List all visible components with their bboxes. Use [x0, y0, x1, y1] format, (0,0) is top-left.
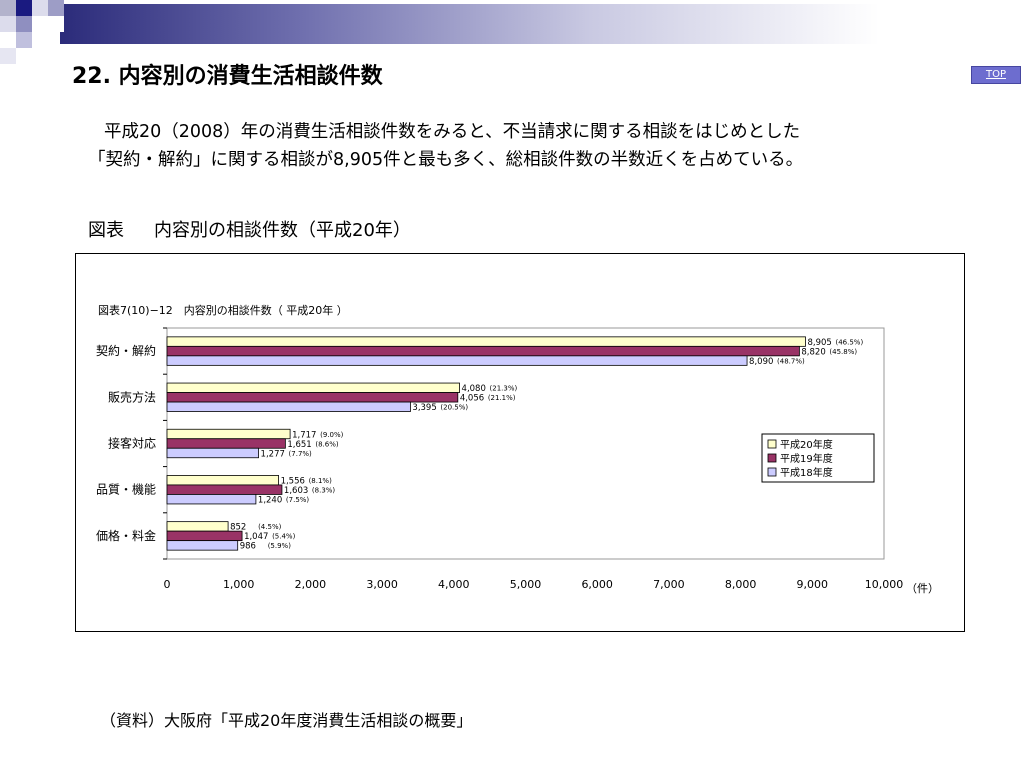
chart-title: 図表7(10)−12 内容別の相談件数（ 平成20年 ）	[98, 303, 348, 317]
bar-percent-label: (20.5%)	[440, 404, 468, 412]
x-tick-label: 3,000	[366, 578, 398, 591]
x-tick-label: 9,000	[797, 578, 829, 591]
chart-frame: 図表7(10)−12 内容別の相談件数（ 平成20年 ） 契約・解約 8,905(…	[75, 253, 965, 632]
description-line-2: 「契約・解約」に関する相談が8,905件と最も多く、総相談件数の半数近くを占めて…	[88, 150, 804, 170]
x-tick-label: 5,000	[510, 578, 542, 591]
bar	[166, 494, 257, 505]
bar	[166, 447, 259, 459]
figure-caption: 図表 内容別の相談件数（平成20年）	[88, 216, 411, 242]
bar-value-label: 4,056	[460, 394, 484, 404]
bar-value-label: 8,090	[749, 357, 773, 367]
x-tick-label: 6,000	[581, 578, 613, 591]
bar	[166, 530, 243, 542]
category-label: 接客対応	[108, 436, 156, 451]
bar-chart: 図表7(10)−12 内容別の相談件数（ 平成20年 ） 契約・解約8,905(…	[96, 303, 939, 595]
bar-value-label: 1,651	[287, 440, 311, 450]
x-tick-label: 0	[164, 578, 171, 591]
category-label: 価格・料金	[96, 528, 156, 543]
legend-label: 平成18年度	[780, 466, 833, 479]
figure-label: 図表	[88, 220, 124, 241]
legend-swatch	[767, 467, 777, 477]
legend-label: 平成20年度	[780, 438, 833, 451]
bar	[166, 540, 239, 551]
legend-swatch	[767, 439, 777, 449]
bar	[166, 475, 279, 486]
bar-value-label: 852	[230, 523, 246, 533]
bar-percent-label: (8.3%)	[312, 486, 336, 494]
bar-percent-label: (8.6%)	[315, 440, 339, 448]
bar-percent-label: (46.5%)	[835, 338, 863, 346]
bar	[166, 355, 748, 366]
bar-value-label: 986	[240, 542, 256, 552]
bar-percent-label: (5.9%)	[268, 542, 292, 550]
bar	[166, 521, 229, 532]
bar-value-label: 1,047	[244, 532, 268, 542]
x-tick-label: 1,000	[223, 578, 255, 591]
description: 平成20（2008）年の消費生活相談件数をみると、不当請求に関する相談をはじめと…	[88, 118, 948, 174]
bar-percent-label: (21.1%)	[488, 394, 516, 402]
bar-percent-label: (8.1%)	[309, 477, 333, 485]
bar-percent-label: (9.0%)	[320, 431, 344, 439]
plot-area: 契約・解約 8,905 (46.5%) 8,820 (45.8%) 8,090 (48.7%…	[96, 327, 904, 591]
x-tick-label: 10,000	[865, 578, 904, 591]
bar-percent-label: (7.5%)	[286, 496, 310, 504]
bar-percent-label: (21.3%)	[490, 385, 518, 393]
bar	[166, 336, 806, 347]
bar-value-label: 1,717	[292, 430, 316, 440]
header-decoration	[0, 0, 1024, 80]
legend-swatch	[767, 453, 777, 463]
bar	[166, 401, 411, 412]
bar-percent-label: (5.4%)	[272, 533, 296, 541]
bar-value-label: 8,905	[807, 338, 831, 348]
bar-percent-label: (45.8%)	[829, 348, 857, 356]
bar	[166, 484, 283, 495]
bar	[166, 345, 800, 357]
page-title: 22. 内容別の消費生活相談件数	[72, 64, 383, 89]
x-tick-label: 2,000	[295, 578, 327, 591]
bar-percent-label: (4.5%)	[258, 523, 282, 531]
category-label: 販売方法	[108, 389, 156, 404]
bar-value-label: 1,603	[284, 486, 308, 496]
category-label: 契約・解約	[96, 343, 156, 358]
bar	[166, 392, 459, 403]
bar	[166, 382, 460, 393]
bar	[166, 438, 286, 449]
category-label: 品質・機能	[96, 482, 156, 497]
bar-value-label: 8,820	[801, 347, 825, 357]
legend-box	[761, 433, 875, 483]
description-line-1: 平成20（2008）年の消費生活相談件数をみると、不当請求に関する相談をはじめと…	[104, 122, 801, 142]
bar	[166, 428, 291, 440]
top-link[interactable]: TOP	[971, 66, 1021, 84]
x-axis-unit-label: （件）	[906, 582, 939, 595]
header-gradient-bar	[60, 4, 1024, 44]
bar-percent-label: (7.7%)	[289, 450, 313, 458]
legend-label: 平成19年度	[780, 452, 833, 465]
x-tick-label: 4,000	[438, 578, 470, 591]
source-note: （資料）大阪府「平成20年度消費生活相談の概要」	[100, 711, 473, 730]
header-squares-decoration	[0, 0, 64, 64]
figure-title: 内容別の相談件数（平成20年）	[154, 220, 411, 241]
x-tick-label: 8,000	[725, 578, 757, 591]
bar-value-label: 1,240	[258, 495, 282, 505]
bar-percent-label: (48.7%)	[777, 357, 805, 365]
bar-value-label: 1,556	[281, 476, 305, 486]
bar-value-label: 4,080	[462, 384, 486, 394]
bar-value-label: 3,395	[412, 403, 436, 413]
x-tick-label: 7,000	[653, 578, 685, 591]
bar-value-label: 1,277	[261, 449, 285, 459]
